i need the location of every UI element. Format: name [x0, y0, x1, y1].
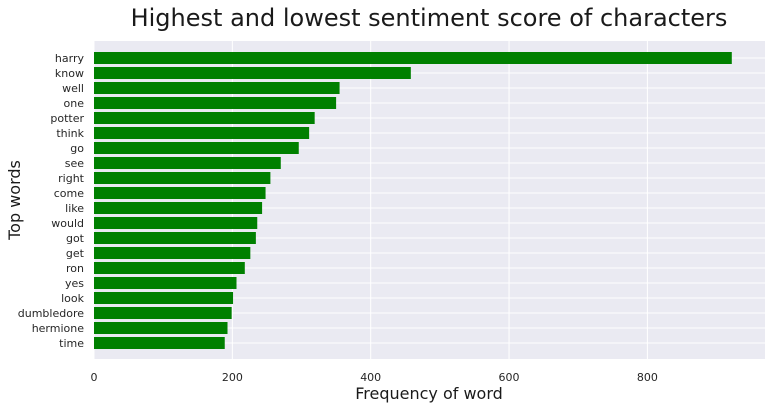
- bar-one: [94, 97, 337, 109]
- y-tick-label: right: [58, 172, 85, 185]
- x-tick-label: 600: [499, 371, 520, 384]
- bar-got: [94, 232, 256, 244]
- bar-well: [94, 82, 340, 94]
- y-tick-label: think: [56, 127, 84, 140]
- y-tick-label: like: [65, 202, 84, 215]
- y-axis-label: Top words: [5, 160, 24, 241]
- y-tick-label: go: [70, 142, 84, 155]
- bar-go: [94, 142, 299, 154]
- bar-see: [94, 157, 281, 169]
- y-tick-label: time: [59, 337, 84, 350]
- bar-hermione: [94, 322, 228, 334]
- y-tick-label: know: [55, 67, 84, 80]
- y-tick-label: look: [61, 292, 85, 305]
- bar-right: [94, 172, 271, 184]
- x-tick-label: 200: [222, 371, 243, 384]
- y-tick-label: hermione: [32, 322, 85, 335]
- x-tick-labels: 0 200 400 600 800: [91, 371, 658, 384]
- y-tick-label: got: [66, 232, 85, 245]
- bar-look: [94, 292, 234, 304]
- y-tick-label: well: [62, 82, 84, 95]
- y-tick-label: come: [54, 187, 84, 200]
- bar-ron: [94, 262, 245, 274]
- y-tick-labels: harry know well one potter think go see right com…: [18, 52, 85, 350]
- bar-dumbledore: [94, 307, 232, 319]
- y-tick-label: get: [66, 247, 85, 260]
- y-tick-label: harry: [55, 52, 85, 65]
- bar-yes: [94, 277, 237, 289]
- x-axis-label: Frequency of word: [355, 384, 503, 403]
- y-tick-label: one: [64, 97, 85, 110]
- bar-would: [94, 217, 258, 229]
- bar-get: [94, 247, 251, 259]
- bar-know: [94, 67, 411, 79]
- bar-potter: [94, 112, 315, 124]
- y-tick-label: ron: [66, 262, 84, 275]
- x-tick-label: 400: [360, 371, 381, 384]
- y-tick-label: would: [51, 217, 84, 230]
- y-tick-label: see: [65, 157, 84, 170]
- bar-time: [94, 337, 225, 349]
- x-tick-label: 800: [637, 371, 658, 384]
- bar-like: [94, 202, 263, 214]
- x-tick-label: 0: [91, 371, 98, 384]
- y-tick-label: dumbledore: [18, 307, 84, 320]
- bar-harry: [94, 52, 732, 64]
- y-tick-label: yes: [65, 277, 84, 290]
- bar-think: [94, 127, 310, 139]
- chart-title: Highest and lowest sentiment score of ch…: [131, 4, 728, 32]
- bar-come: [94, 187, 266, 199]
- bars: [94, 52, 732, 349]
- y-tick-label: potter: [50, 112, 84, 125]
